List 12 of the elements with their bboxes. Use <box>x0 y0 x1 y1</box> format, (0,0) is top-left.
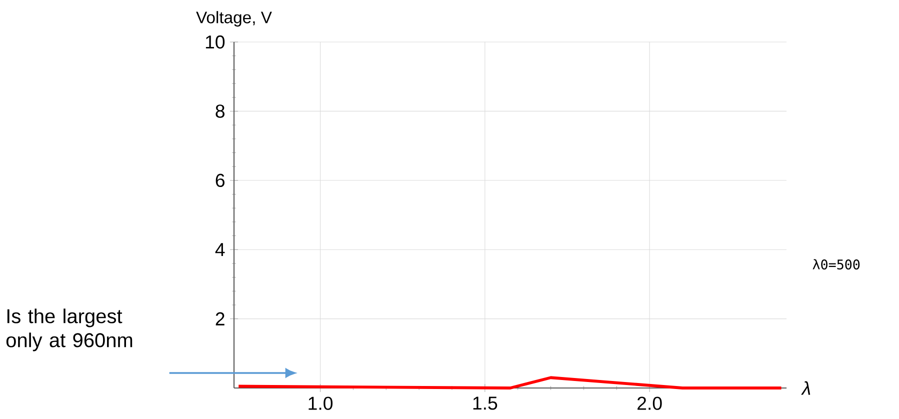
x-axis-title: λ <box>801 381 810 395</box>
x-tick-label: 1.0 <box>308 396 333 410</box>
x-tick-label: 1.5 <box>473 396 498 410</box>
x-tick-label: 2.0 <box>638 396 662 410</box>
y-tick-label: 2 <box>216 312 224 326</box>
y-tick-label: 10 <box>206 35 225 49</box>
y-tick-label: 4 <box>215 243 225 256</box>
y-tick-label: 8 <box>216 104 224 118</box>
y-axis-title: Voltage, V <box>196 11 272 27</box>
y-tick-label: 6 <box>216 174 224 188</box>
text: Is the largest only at 960nm <box>6 308 132 352</box>
text: λ0=500 <box>812 259 860 270</box>
